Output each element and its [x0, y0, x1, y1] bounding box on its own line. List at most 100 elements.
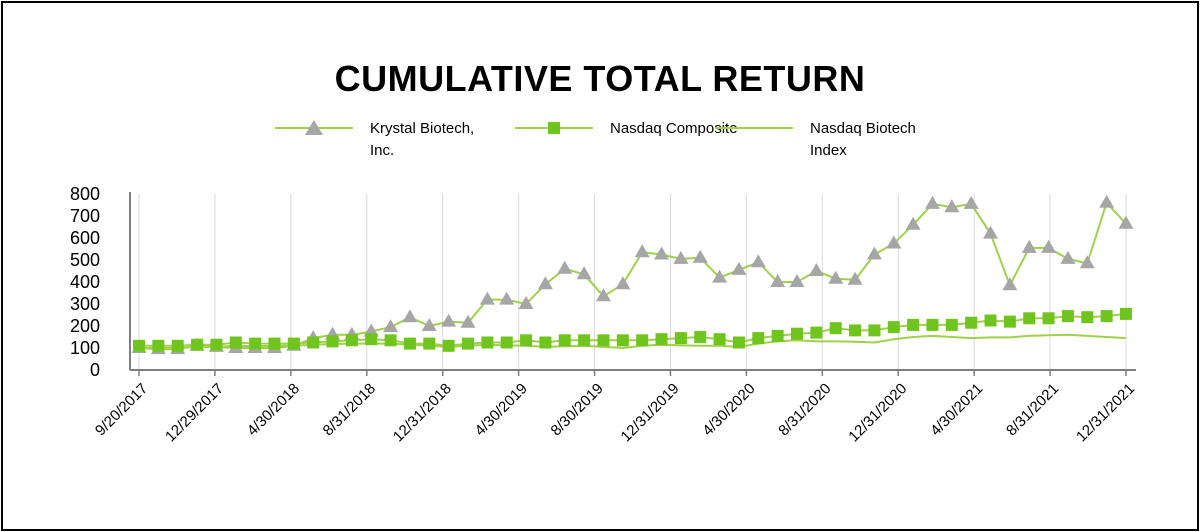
series-line-1	[139, 312, 1127, 347]
data-point-square	[210, 338, 223, 351]
y-tick-label: 500	[70, 250, 100, 270]
data-point-square	[829, 322, 842, 335]
x-tick-label: 12/31/2018	[390, 380, 455, 445]
data-point-triangle	[634, 244, 650, 258]
data-point-square	[1023, 312, 1036, 325]
data-point-square	[384, 334, 397, 347]
x-tick-label: 8/31/2018	[320, 380, 379, 439]
data-point-triangle	[731, 261, 747, 275]
data-point-triangle	[441, 313, 457, 327]
x-tick-label: 8/31/2020	[775, 380, 834, 439]
data-point-square	[732, 336, 745, 349]
data-point-triangle	[595, 288, 611, 302]
x-tick-label: 4/30/2019	[472, 380, 531, 439]
legend-marker-square-icon	[515, 122, 593, 134]
data-point-square	[713, 333, 726, 346]
data-point-square	[887, 321, 900, 334]
data-point-square	[926, 318, 939, 331]
data-point-triangle	[924, 195, 940, 209]
data-point-square	[616, 334, 629, 347]
data-point-square	[578, 334, 591, 347]
y-tick-label: 600	[70, 228, 100, 248]
data-point-triangle	[886, 235, 902, 249]
x-tick-label: 4/30/2021	[927, 380, 986, 439]
data-point-square	[1100, 310, 1113, 323]
data-point-triangle	[1021, 239, 1037, 253]
data-point-square	[945, 318, 958, 331]
y-tick-label: 800	[70, 184, 100, 204]
data-point-triangle	[789, 274, 805, 287]
data-point-triangle	[770, 274, 786, 287]
data-point-square	[1042, 312, 1055, 325]
x-tick-label: 8/31/2021	[1003, 380, 1062, 439]
data-point-square	[500, 336, 513, 349]
data-point-square	[1120, 307, 1132, 320]
x-tick-label: 8/30/2019	[548, 380, 607, 439]
data-point-triangle	[421, 318, 437, 331]
series-line-2	[139, 333, 1127, 350]
data-point-square	[849, 324, 862, 337]
chart-title: CUMULATIVE TOTAL RETURN	[334, 58, 866, 99]
data-point-square	[965, 316, 978, 329]
data-point-triangle	[557, 260, 573, 274]
data-point-triangle	[1079, 255, 1095, 269]
legend-label-nasdaq-biotech: Nasdaq Biotech Index	[810, 120, 916, 159]
data-point-square	[229, 336, 242, 349]
data-point-square	[752, 332, 765, 345]
data-point-triangle	[847, 271, 863, 285]
data-point-square	[655, 333, 668, 346]
data-point-square	[442, 339, 455, 352]
data-point-square	[674, 332, 687, 345]
data-point-triangle	[383, 319, 399, 333]
data-point-square	[403, 337, 416, 350]
data-point-square	[365, 333, 378, 346]
data-point-square	[694, 331, 707, 343]
data-point-square	[423, 337, 436, 350]
x-tick-label: 12/31/2021	[1073, 380, 1138, 445]
data-point-square	[907, 318, 920, 331]
data-point-triangle	[402, 309, 418, 323]
data-point-square	[984, 314, 997, 327]
data-point-square	[810, 326, 823, 339]
legend-marker-triangle-icon	[275, 120, 353, 135]
data-point-triangle	[499, 291, 515, 305]
data-point-square	[771, 329, 784, 342]
data-point-square	[539, 336, 552, 349]
data-point-triangle	[750, 254, 766, 268]
data-point-triangle	[944, 199, 960, 213]
data-point-triangle	[1002, 277, 1018, 291]
legend-line-icon	[715, 127, 793, 129]
data-point-square	[520, 334, 533, 347]
y-tick-label: 700	[70, 206, 100, 226]
data-point-triangle	[712, 269, 728, 283]
x-tick-label: 12/29/2017	[162, 380, 227, 445]
data-point-triangle	[963, 195, 979, 209]
x-tick-label: 9/20/2017	[92, 380, 151, 439]
data-point-square	[326, 335, 339, 348]
data-point-square	[1003, 315, 1016, 328]
data-point-square	[191, 338, 204, 351]
data-point-square	[791, 327, 803, 340]
data-point-square	[558, 334, 571, 347]
data-point-triangle	[983, 225, 999, 239]
x-tick-label: 12/31/2020	[845, 380, 910, 445]
data-point-triangle	[866, 246, 882, 260]
data-point-square	[171, 339, 184, 352]
data-point-square	[481, 336, 494, 349]
data-point-square	[249, 337, 262, 350]
data-point-triangle	[1060, 250, 1076, 264]
y-tick-label: 300	[70, 294, 100, 314]
data-point-square	[636, 334, 649, 347]
data-point-square	[287, 337, 300, 350]
data-point-square	[268, 337, 281, 350]
y-tick-label: 200	[70, 316, 100, 336]
data-point-square	[152, 339, 165, 352]
series-line-0	[138, 200, 1127, 351]
data-point-triangle	[576, 266, 592, 280]
y-tick-label: 400	[70, 272, 100, 292]
y-tick-label: 0	[90, 360, 100, 380]
data-point-triangle	[518, 296, 534, 309]
data-point-square	[868, 324, 881, 337]
